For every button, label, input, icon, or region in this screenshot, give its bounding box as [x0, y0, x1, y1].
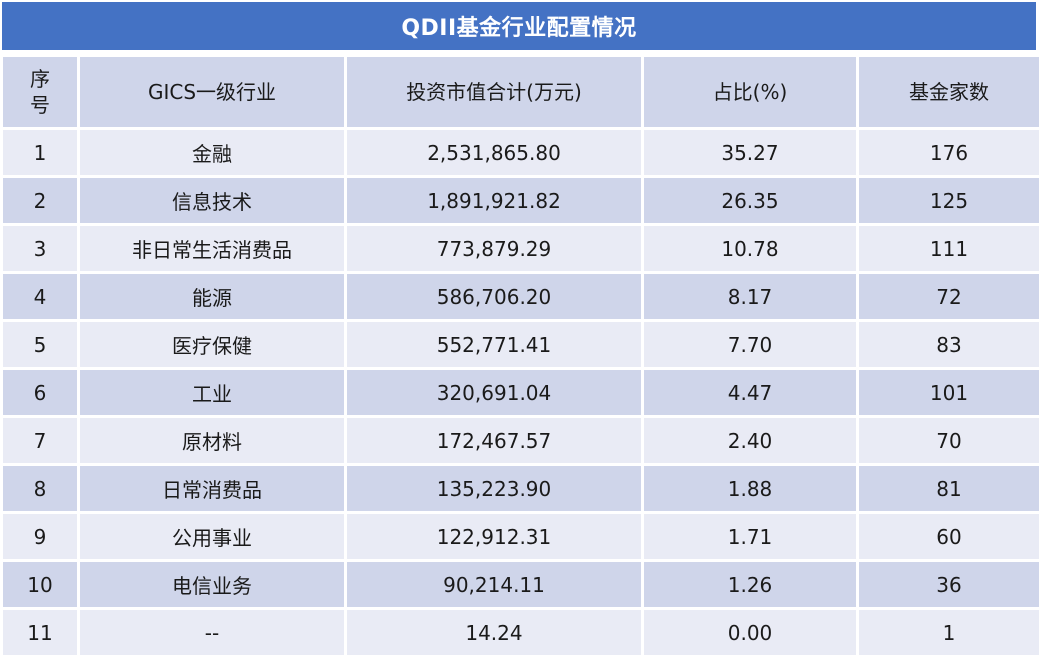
cell-ratio: 7.70 — [644, 322, 856, 367]
cell-fund-count: 72 — [859, 274, 1039, 319]
cell-seq: 9 — [3, 514, 77, 559]
cell-fund-count: 70 — [859, 418, 1039, 463]
cell-ratio: 10.78 — [644, 226, 856, 271]
cell-seq: 8 — [3, 466, 77, 511]
cell-seq: 5 — [3, 322, 77, 367]
cell-seq: 10 — [3, 562, 77, 607]
header-market-value: 投资市值合计(万元) — [347, 57, 641, 127]
table-row: 9 公用事业 122,912.31 1.71 60 — [3, 514, 1039, 559]
cell-market-value: 90,214.11 — [347, 562, 641, 607]
cell-seq: 3 — [3, 226, 77, 271]
cell-seq: 2 — [3, 178, 77, 223]
header-industry: GICS一级行业 — [80, 57, 344, 127]
cell-fund-count: 36 — [859, 562, 1039, 607]
table-title: QDII基金行业配置情况 — [401, 16, 637, 41]
table-row: 10 电信业务 90,214.11 1.26 36 — [3, 562, 1039, 607]
cell-market-value: 14.24 — [347, 610, 641, 655]
header-fund-count: 基金家数 — [859, 57, 1039, 127]
cell-ratio: 8.17 — [644, 274, 856, 319]
cell-market-value: 2,531,865.80 — [347, 130, 641, 175]
table-row: 2 信息技术 1,891,921.82 26.35 125 — [3, 178, 1039, 223]
cell-industry: 信息技术 — [80, 178, 344, 223]
cell-fund-count: 83 — [859, 322, 1039, 367]
cell-market-value: 320,691.04 — [347, 370, 641, 415]
industry-allocation-table: 序号 GICS一级行业 投资市值合计(万元) 占比(%) 基金家数 1 金融 2… — [0, 54, 1039, 658]
table-title-bar: QDII基金行业配置情况 — [2, 2, 1036, 50]
cell-ratio: 26.35 — [644, 178, 856, 223]
cell-industry: 非日常生活消费品 — [80, 226, 344, 271]
table-row: 7 原材料 172,467.57 2.40 70 — [3, 418, 1039, 463]
cell-industry: -- — [80, 610, 344, 655]
cell-seq: 4 — [3, 274, 77, 319]
cell-ratio: 2.40 — [644, 418, 856, 463]
cell-fund-count: 125 — [859, 178, 1039, 223]
cell-fund-count: 176 — [859, 130, 1039, 175]
cell-fund-count: 111 — [859, 226, 1039, 271]
cell-market-value: 135,223.90 — [347, 466, 641, 511]
table-row: 6 工业 320,691.04 4.47 101 — [3, 370, 1039, 415]
cell-ratio: 1.26 — [644, 562, 856, 607]
cell-industry: 工业 — [80, 370, 344, 415]
header-ratio: 占比(%) — [644, 57, 856, 127]
cell-market-value: 122,912.31 — [347, 514, 641, 559]
cell-seq: 1 — [3, 130, 77, 175]
table-row: 3 非日常生活消费品 773,879.29 10.78 111 — [3, 226, 1039, 271]
cell-industry: 日常消费品 — [80, 466, 344, 511]
cell-industry: 公用事业 — [80, 514, 344, 559]
cell-market-value: 586,706.20 — [347, 274, 641, 319]
cell-seq: 6 — [3, 370, 77, 415]
cell-ratio: 35.27 — [644, 130, 856, 175]
header-seq-label: 序号 — [30, 67, 50, 117]
cell-market-value: 773,879.29 — [347, 226, 641, 271]
cell-industry: 电信业务 — [80, 562, 344, 607]
cell-industry: 能源 — [80, 274, 344, 319]
cell-ratio: 1.71 — [644, 514, 856, 559]
cell-market-value: 1,891,921.82 — [347, 178, 641, 223]
cell-industry: 金融 — [80, 130, 344, 175]
table-row: 11 -- 14.24 0.00 1 — [3, 610, 1039, 655]
cell-fund-count: 1 — [859, 610, 1039, 655]
table-body: 1 金融 2,531,865.80 35.27 176 2 信息技术 1,891… — [3, 130, 1039, 655]
cell-industry: 原材料 — [80, 418, 344, 463]
cell-seq: 11 — [3, 610, 77, 655]
cell-ratio: 1.88 — [644, 466, 856, 511]
cell-fund-count: 81 — [859, 466, 1039, 511]
header-seq: 序号 — [3, 57, 77, 127]
table-row: 1 金融 2,531,865.80 35.27 176 — [3, 130, 1039, 175]
cell-market-value: 172,467.57 — [347, 418, 641, 463]
cell-ratio: 0.00 — [644, 610, 856, 655]
cell-ratio: 4.47 — [644, 370, 856, 415]
cell-seq: 7 — [3, 418, 77, 463]
cell-fund-count: 101 — [859, 370, 1039, 415]
table-row: 4 能源 586,706.20 8.17 72 — [3, 274, 1039, 319]
header-row: 序号 GICS一级行业 投资市值合计(万元) 占比(%) 基金家数 — [3, 57, 1039, 127]
cell-market-value: 552,771.41 — [347, 322, 641, 367]
cell-industry: 医疗保健 — [80, 322, 344, 367]
cell-fund-count: 60 — [859, 514, 1039, 559]
table-row: 8 日常消费品 135,223.90 1.88 81 — [3, 466, 1039, 511]
table-row: 5 医疗保健 552,771.41 7.70 83 — [3, 322, 1039, 367]
